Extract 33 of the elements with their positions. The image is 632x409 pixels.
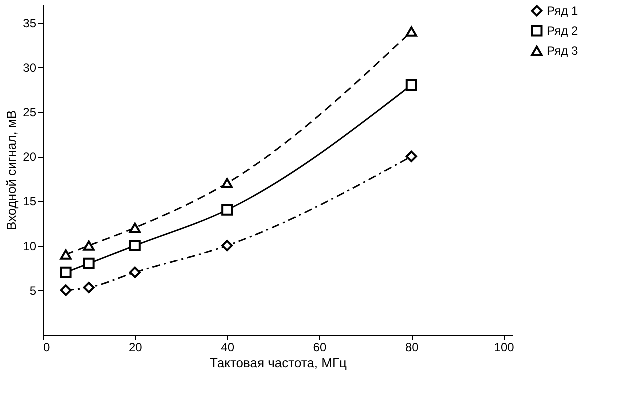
point [129, 240, 141, 252]
y-tick-label: 15 [23, 194, 37, 209]
point [129, 266, 141, 278]
y-tick-label: 20 [23, 150, 37, 164]
y-tick-label: 25 [23, 106, 37, 120]
y-tick-label: 5 [30, 284, 37, 298]
x-tick-label: 20 [128, 340, 143, 354]
point [83, 282, 95, 294]
x-axis-title: Тактовая частота, МГц [210, 356, 348, 370]
legend-label: Ряд 3 [547, 44, 578, 58]
point [83, 240, 95, 251]
x-tick-label: 0 [44, 340, 50, 354]
point [129, 222, 141, 234]
x-tick-label: 100 [494, 340, 515, 354]
point [222, 178, 234, 188]
point [60, 266, 72, 278]
legend-label: Ряд 2 [547, 24, 578, 38]
point [222, 240, 234, 252]
y-tick-label: 10 [23, 239, 37, 254]
y-tick-label: 30 [23, 60, 37, 75]
y-axis-title: Входной сигнал, мВ [4, 110, 20, 231]
point [222, 204, 234, 216]
point [60, 250, 72, 260]
y-tick-label: 35 [23, 16, 37, 30]
point [60, 284, 72, 296]
x-tick-label: 60 [313, 340, 327, 354]
point [406, 80, 418, 92]
point [406, 26, 418, 37]
x-tick-label: 40 [221, 340, 235, 354]
legend-label: Ряд 1 [547, 4, 578, 18]
point [83, 258, 95, 270]
point [406, 150, 418, 162]
x-tick-label: 80 [405, 340, 420, 354]
